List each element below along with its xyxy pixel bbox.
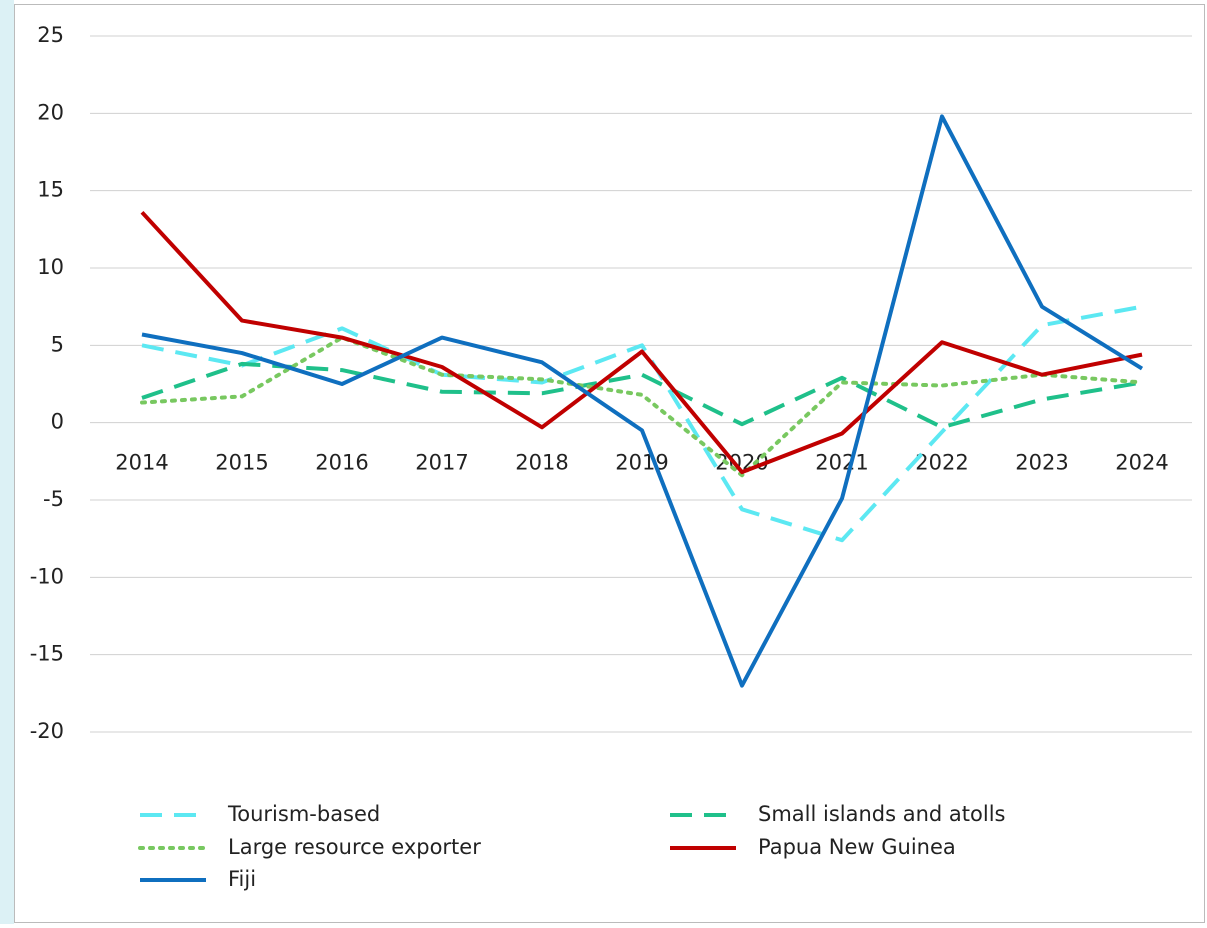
x-tick-label: 2022: [915, 451, 968, 475]
legend-label: Tourism-based: [227, 802, 380, 826]
y-tick-label: 15: [37, 178, 64, 202]
y-tick-label: -15: [30, 642, 64, 666]
x-tick-label: 2021: [815, 451, 868, 475]
x-tick-label: 2024: [1115, 451, 1168, 475]
frame: [14, 4, 1205, 923]
series-line: [141, 304, 1143, 543]
y-tick-label: 25: [37, 23, 64, 47]
x-tick-label: 2019: [615, 451, 668, 475]
y-tick-label: 0: [51, 410, 64, 434]
y-tick-label: -10: [30, 564, 64, 588]
y-tick-label: -20: [30, 719, 64, 743]
x-tick-label: 2015: [215, 451, 268, 475]
y-tick-label: -5: [43, 487, 64, 511]
legend-label: Fiji: [228, 867, 256, 891]
x-tick-label: 2018: [515, 451, 568, 475]
y-tick-label: 10: [37, 255, 64, 279]
legend-label: Small islands and atolls: [758, 802, 1005, 826]
y-tick-label: 5: [51, 332, 64, 356]
series-line: [140, 210, 1143, 475]
side-pattern: [0, 0, 14, 924]
legend-label: Large resource exporter: [228, 835, 481, 859]
x-tick-label: 2014: [115, 451, 168, 475]
legend-label: Papua New Guinea: [758, 835, 956, 859]
series-line: [140, 335, 1144, 478]
y-tick-label: 20: [37, 100, 64, 124]
series-line: [141, 114, 1144, 688]
x-tick-label: 2017: [415, 451, 468, 475]
series-line: [141, 361, 1143, 430]
x-tick-label: 2016: [315, 451, 368, 475]
x-tick-label: 2023: [1015, 451, 1068, 475]
